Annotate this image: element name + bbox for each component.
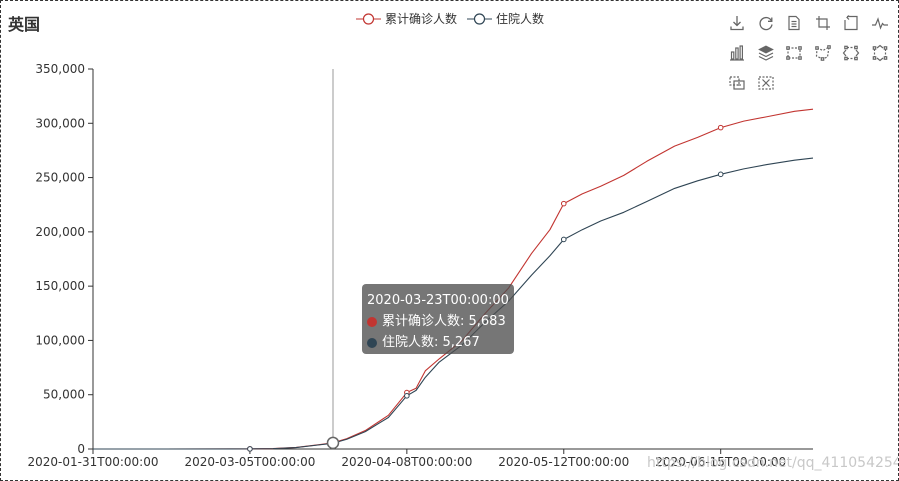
y-tick-label: 300,000 [35,116,85,130]
series-line-confirmed [92,108,814,450]
stack-icon[interactable] [756,43,776,63]
y-tick-label: 200,000 [35,225,85,239]
y-tick-label: 0 [77,442,85,456]
x-tick-label: 2020-01-31T00:00:00 [28,455,159,469]
series-group [92,108,814,450]
marker-hospitalized[interactable] [560,236,567,243]
bar-chart-icon[interactable] [727,43,747,63]
brush-keep-icon[interactable] [727,73,747,93]
cursor-point[interactable] [326,436,340,450]
legend-label-hospitalized: 住院人数 [496,12,545,26]
marker-group [247,124,724,452]
brush-polygon-icon[interactable] [813,43,833,63]
legend-swatch-hospitalized [467,12,493,25]
x-tick-label: 2020-03-05T00:00:00 [184,455,315,469]
tooltip-dot-hospitalized [367,337,377,348]
tooltip-dot-confirmed [367,316,377,327]
legend-item-confirmed[interactable]: 累计确诊人数 [356,10,457,27]
chart-title: 英国 [8,15,41,34]
y-tick-label: 100,000 [35,333,85,347]
legend-swatch-confirmed [356,12,381,25]
y-tick-label: 50,000 [43,388,85,402]
y-tick-label: 250,000 [35,171,85,185]
marker-hospitalized[interactable] [247,446,253,452]
tooltip: 2020-03-23T00:00:00 累计确诊人数: 5,683 住院人数: … [362,284,514,354]
zoom-back-icon[interactable] [841,13,861,33]
x-tick-label: 2020-05-12T00:00:00 [498,455,629,469]
x-tick-label: 2020-06-15T00:00:00 [655,455,786,469]
legend: 累计确诊人数 住院人数 [356,10,544,27]
marker-confirmed[interactable] [560,200,567,207]
tooltip-header: 2020-03-23T00:00:00 [367,293,509,308]
watermark: https://blog.csdn.net/qq_41105425455 [647,455,899,471]
restore-icon[interactable] [756,13,776,33]
tooltip-row-confirmed: 累计确诊人数: 5,683 [367,311,514,332]
brush-line-y-icon[interactable] [870,43,890,63]
x-tick-label: 2020-04-08T00:00:00 [341,455,472,469]
brush-clear-icon[interactable] [756,73,776,93]
tooltip-text-confirmed: 累计确诊人数: 5,683 [382,314,506,329]
marker-hospitalized[interactable] [404,393,410,399]
marker-confirmed[interactable] [717,124,724,131]
legend-item-hospitalized[interactable]: 住院人数 [467,10,544,27]
x-axis: 2020-01-31T00:00:00 2020-03-05T00:00:00 20… [28,448,813,469]
brush-rect-icon[interactable] [784,43,804,63]
data-view-icon[interactable] [784,13,804,33]
tooltip-text-hospitalized: 住院人数: 5,267 [382,335,480,350]
y-axis: 0 50,000 100,000 150,000 200,000 250,000 300,0… [35,62,94,456]
marker-hospitalized[interactable] [717,171,724,178]
line-chart-icon[interactable] [870,13,890,33]
y-tick-label: 150,000 [35,279,85,293]
y-tick-label: 350,000 [35,62,85,76]
save-as-image-icon[interactable] [727,13,747,33]
legend-label-confirmed: 累计确诊人数 [385,12,458,26]
data-zoom-icon[interactable] [813,13,833,33]
brush-line-x-icon[interactable] [841,43,861,63]
tooltip-row-hospitalized: 住院人数: 5,267 [367,332,514,353]
